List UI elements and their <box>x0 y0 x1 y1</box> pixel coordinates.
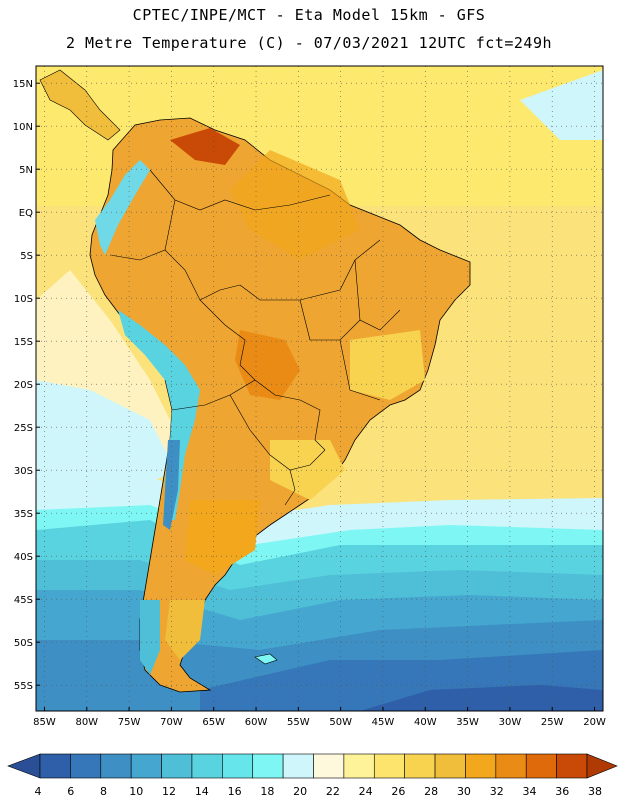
colorbar-swatch <box>161 753 193 779</box>
lat-label: 40S <box>14 552 33 563</box>
caribbean-cool-patch <box>520 70 603 140</box>
colorbar-label: 30 <box>457 785 471 798</box>
amazon-warm-zone <box>230 150 360 260</box>
colorbar-label: 24 <box>359 785 373 798</box>
colorbar: 4 6 8 10 12 14 16 18 20 22 24 26 28 30 32 34 36 38 <box>7 753 618 798</box>
colorbar-label: 16 <box>228 785 242 798</box>
south-ocean-band-4 <box>360 685 603 711</box>
colorbar-swatch <box>252 753 284 779</box>
southeast-brazil-zone <box>350 330 425 400</box>
map-field <box>36 66 603 711</box>
lat-label: EQ <box>19 208 33 219</box>
colorbar-label: 36 <box>555 785 569 798</box>
andes-high-peaks <box>163 440 180 530</box>
colorbar-swatch <box>39 753 71 779</box>
colorbar-swatch <box>373 753 405 779</box>
lon-label: 30W <box>499 717 522 728</box>
colorbar-swatch <box>282 753 314 779</box>
lon-label: 75W <box>118 717 141 728</box>
colorbar-label: 32 <box>490 785 504 798</box>
lat-label: 30S <box>14 466 33 477</box>
lat-label: 10S <box>14 294 33 305</box>
colorbar-swatch <box>495 753 527 779</box>
andes-central <box>118 310 200 520</box>
colorbar-label: 14 <box>195 785 209 798</box>
colorbar-label: 8 <box>100 785 107 798</box>
colorbar-label: 20 <box>293 785 307 798</box>
venezuela-hot-spot <box>170 128 240 165</box>
lon-label: 50W <box>329 717 352 728</box>
country-borders <box>109 169 401 506</box>
colorbar-swatch <box>100 753 132 779</box>
map-frame <box>35 65 604 712</box>
lon-label: 80W <box>75 717 98 728</box>
southern-brazil-zone <box>270 440 345 500</box>
falkland-islands <box>254 653 278 665</box>
lat-label: 5S <box>20 251 33 262</box>
colorbar-label: 28 <box>424 785 438 798</box>
colorbar-swatch <box>404 753 436 779</box>
colorbar-label: 38 <box>588 785 602 798</box>
lon-label: 35W <box>456 717 479 728</box>
colorbar-label: 6 <box>67 785 74 798</box>
lat-label: 25S <box>14 423 33 434</box>
patagonia-zone <box>165 600 205 660</box>
colorbar-swatch <box>130 753 162 779</box>
colorbar-swatch <box>313 753 345 779</box>
atlantic-mid-zone <box>420 260 603 480</box>
central-america <box>39 69 121 141</box>
lat-label: 55S <box>14 681 33 692</box>
colorbar-label: 10 <box>129 785 143 798</box>
colorbar-label: 22 <box>326 785 340 798</box>
lat-label: 35S <box>14 509 33 520</box>
lon-label: 45W <box>372 717 395 728</box>
chart-title-line1: CPTEC/INPE/MCT - Eta Model 15km - GFS <box>132 6 486 24</box>
lon-label: 40W <box>414 717 437 728</box>
lon-label: 55W <box>287 717 310 728</box>
colorbar-label: 18 <box>260 785 274 798</box>
lat-label: 45S <box>14 595 33 606</box>
lon-label: 70W <box>160 717 183 728</box>
lat-label: 15N <box>13 79 33 90</box>
lon-label: 85W <box>33 717 56 728</box>
lon-label: 25W <box>541 717 564 728</box>
andes-south <box>140 600 160 675</box>
longitude-labels: 85W 80W 75W 70W 65W 60W 55W 50W 45W 40W 35W 30W 25W 2… <box>33 707 606 728</box>
colorbar-swatch <box>191 753 223 779</box>
colorbar-swatch <box>343 753 375 779</box>
colorbar-swatch <box>556 753 588 779</box>
colorbar-swatch <box>70 753 102 779</box>
lat-label: 20S <box>14 380 33 391</box>
colorbar-high-arrow <box>586 753 618 779</box>
colorbar-label: 26 <box>391 785 405 798</box>
lat-label: 10N <box>13 122 33 133</box>
latitude-labels: 15N 10N 5N EQ 5S 10S 15S 20S 25S 30S 35S 40S 45S 50S 5… <box>13 79 40 692</box>
andes-north <box>95 160 150 255</box>
lon-label: 65W <box>202 717 225 728</box>
lon-label: 20W <box>583 717 606 728</box>
colorbar-swatch <box>222 753 254 779</box>
colorbar-swatch <box>525 753 557 779</box>
lat-label: 15S <box>14 337 33 348</box>
colorbar-low-arrow <box>7 753 41 779</box>
pacific-cold-zone <box>36 380 175 500</box>
colorbar-swatch <box>465 753 497 779</box>
colorbar-swatch <box>434 753 466 779</box>
lat-label: 5N <box>19 165 33 176</box>
chart-title-line2: 2 Metre Temperature (C) - 07/03/2021 12U… <box>65 34 553 52</box>
colorbar-label: 12 <box>162 785 176 798</box>
lat-label: 50S <box>14 638 33 649</box>
colorbar-label: 4 <box>35 785 42 798</box>
colorbar-label: 34 <box>522 785 536 798</box>
lon-label: 60W <box>245 717 268 728</box>
